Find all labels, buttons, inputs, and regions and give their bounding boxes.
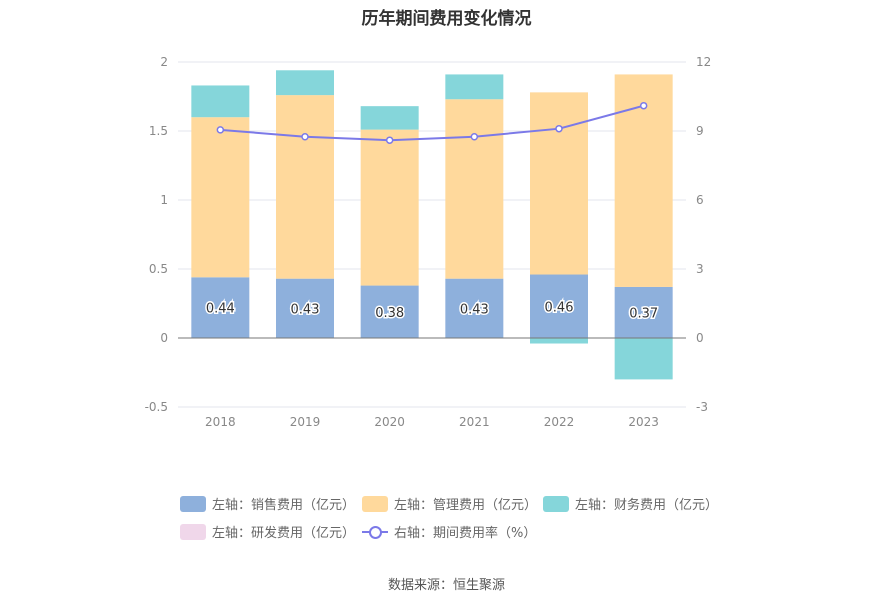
right-axis-tick: 3 bbox=[696, 262, 704, 276]
bar-sales bbox=[360, 285, 419, 338]
legend-label-rate: 右轴：期间费用率（%） bbox=[394, 526, 537, 541]
bar-sales bbox=[191, 277, 250, 338]
legend-label-finance: 左轴：财务费用（亿元） bbox=[575, 498, 719, 513]
x-axis-tick: 2020 bbox=[374, 415, 405, 429]
left-axis-tick: 0.5 bbox=[149, 262, 168, 276]
legend-swatch-sales bbox=[180, 495, 206, 512]
rate-point bbox=[216, 126, 225, 134]
rate-point bbox=[639, 101, 648, 110]
data-label-sales: 0.44 bbox=[206, 302, 235, 317]
legend-item-rate[interactable]: 右轴：期间费用率（%） bbox=[362, 522, 536, 541]
legend-label-sales: 左轴：销售费用（亿元） bbox=[212, 498, 356, 513]
bar-finance bbox=[276, 70, 334, 96]
bar-admin bbox=[191, 117, 250, 278]
right-axis-tick: 12 bbox=[696, 55, 711, 69]
bar-finance bbox=[191, 85, 250, 118]
legend-item-admin[interactable]: 左轴：管理费用（亿元） bbox=[362, 494, 537, 513]
rate-point bbox=[555, 124, 563, 133]
legend-swatch-finance bbox=[543, 495, 569, 512]
x-axis-tick: 2018 bbox=[205, 415, 236, 429]
bar-finance bbox=[530, 338, 588, 344]
right-axis-tick: 9 bbox=[696, 124, 704, 138]
left-axis-tick: 0 bbox=[160, 331, 168, 345]
data-source: 数据来源：恒生聚源 bbox=[387, 578, 505, 593]
rate-line bbox=[220, 104, 644, 142]
data-label-sales: 0.46 bbox=[545, 300, 574, 315]
bar-admin bbox=[614, 74, 673, 287]
rate-point bbox=[385, 136, 394, 144]
bar-finance bbox=[445, 74, 504, 100]
data-label-sales: 0.38 bbox=[375, 306, 404, 321]
rate-point bbox=[470, 133, 479, 141]
right-axis-tick: 0 bbox=[696, 331, 704, 345]
right-axis-tick: 6 bbox=[696, 193, 704, 207]
bar-sales bbox=[276, 278, 334, 338]
bar-admin bbox=[445, 99, 504, 279]
legend-item-rd[interactable]: 左轴：研发费用（亿元） bbox=[180, 522, 355, 541]
bar-admin bbox=[276, 95, 334, 279]
legend-swatch-rate bbox=[362, 524, 388, 540]
left-axis-tick: -0.5 bbox=[145, 400, 168, 414]
data-label-sales: 0.37 bbox=[629, 306, 658, 321]
rate-point bbox=[301, 133, 309, 141]
right-axis-tick: -3 bbox=[696, 400, 708, 414]
bar-admin bbox=[530, 92, 588, 275]
x-axis-tick: 2023 bbox=[628, 415, 659, 429]
bar-sales bbox=[445, 278, 504, 338]
x-axis-tick: 2022 bbox=[544, 415, 575, 429]
legend-item-sales[interactable]: 左轴：销售费用（亿元） bbox=[180, 494, 355, 513]
bar-sales bbox=[530, 274, 588, 338]
legend-swatch-admin bbox=[362, 495, 388, 512]
data-label-sales: 0.43 bbox=[291, 302, 320, 317]
legend-item-finance[interactable]: 左轴：财务费用（亿元） bbox=[543, 494, 718, 513]
bar-sales bbox=[614, 286, 673, 338]
legend-label-admin: 左轴：管理费用（亿元） bbox=[394, 498, 538, 513]
chart-title: 历年期间费用变化情况 bbox=[361, 9, 532, 29]
legend-label-rd: 左轴：研发费用（亿元） bbox=[212, 526, 356, 541]
left-axis-tick: 1.5 bbox=[149, 124, 168, 138]
legend-swatch-rd bbox=[180, 523, 206, 540]
bar-finance bbox=[614, 338, 673, 380]
bar-finance bbox=[360, 106, 419, 130]
x-axis-tick: 2019 bbox=[290, 415, 321, 429]
chart-canvas: -0.5 0 0.5 1 1.5 2 -3 0 3 6 9 12 0.44 2018 0.43 2019 0.3… bbox=[145, 55, 712, 429]
bar-admin bbox=[360, 129, 419, 286]
left-axis-tick: 1 bbox=[160, 193, 168, 207]
data-label-sales: 0.43 bbox=[460, 302, 489, 317]
left-axis-tick: 2 bbox=[160, 55, 168, 69]
x-axis-tick: 2021 bbox=[459, 415, 490, 429]
